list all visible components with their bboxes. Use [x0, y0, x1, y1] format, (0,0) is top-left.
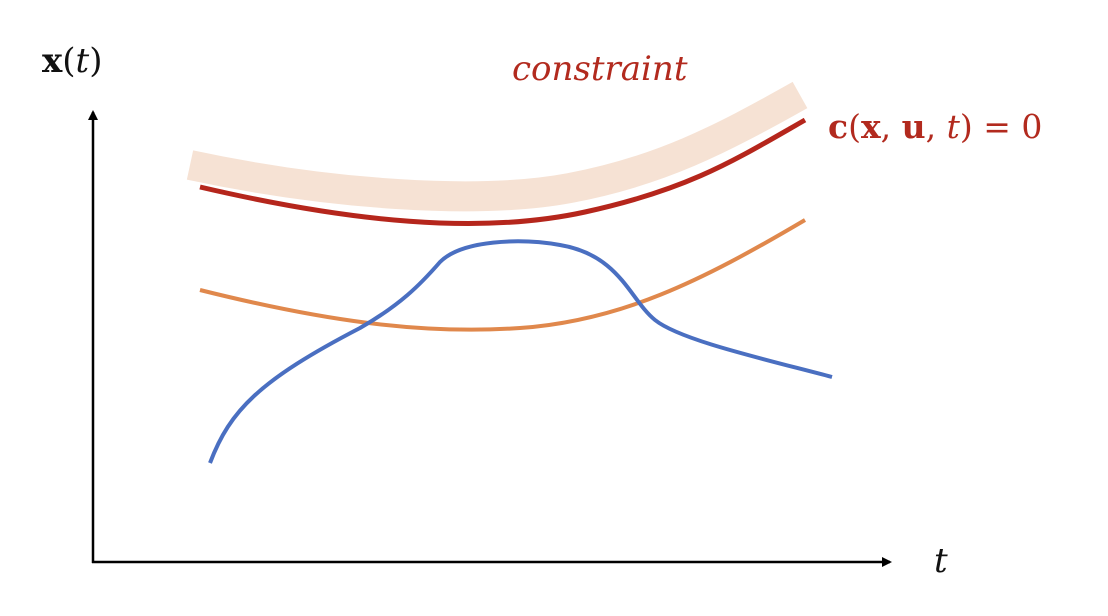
trajectory-feasible [199, 218, 807, 332]
y-axis-label: x(t) [42, 41, 102, 81]
label-part: t [76, 41, 90, 81]
equation-part: , [926, 107, 947, 146]
equation-part: ( [848, 107, 861, 146]
equation-part: c [828, 107, 848, 146]
label-part: ( [62, 41, 75, 81]
constraint-label: constraint [512, 49, 688, 89]
equation-part: u [902, 107, 926, 146]
equation-part: t [947, 107, 961, 146]
equation-part: x [861, 107, 881, 146]
trajectory-state [208, 239, 833, 464]
equation-part: , [881, 107, 902, 146]
label-part: ) [89, 41, 102, 81]
constraint-band [186, 81, 808, 212]
equation-part: ) = 0 [960, 107, 1043, 146]
x-axis-label: t [934, 541, 948, 581]
label-part: x [42, 41, 63, 81]
constraint-boundary [199, 117, 807, 227]
constraint-equation: c(x, u, t) = 0 [828, 107, 1042, 146]
